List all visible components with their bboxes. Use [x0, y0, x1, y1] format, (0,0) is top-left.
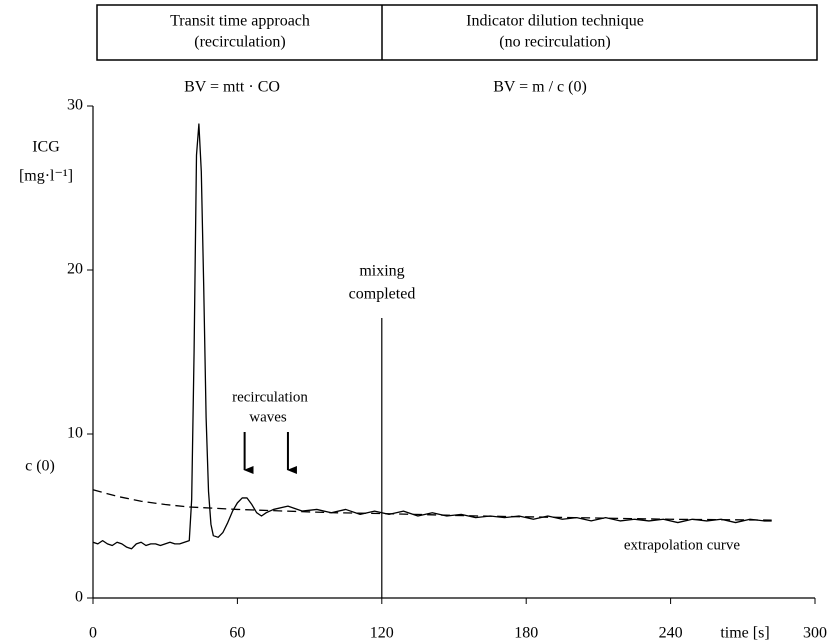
- header-text: (no recirculation): [499, 34, 611, 51]
- y-tick-label: 10: [67, 425, 83, 442]
- annotation: mixing: [359, 263, 404, 280]
- x-axis-label: time [s]: [720, 625, 769, 641]
- y-tick-label: 30: [67, 97, 83, 114]
- header-text: Transit time approach: [170, 13, 310, 30]
- annotation: completed: [349, 286, 416, 303]
- x-tick-label: 60: [229, 625, 245, 641]
- x-tick-label: 180: [514, 625, 538, 641]
- annotation: waves: [249, 409, 287, 425]
- annotation: recirculation: [232, 389, 308, 405]
- formula: BV = m / c (0): [493, 79, 587, 96]
- annotation: extrapolation curve: [624, 537, 741, 553]
- x-tick-label: 120: [370, 625, 394, 641]
- y-tick-label: 20: [67, 261, 83, 278]
- series-line: [92, 123, 772, 550]
- y-axis-label: [mg·l⁻¹]: [19, 168, 73, 185]
- c0-label: c (0): [25, 458, 55, 475]
- y-tick-label: 0: [75, 589, 83, 606]
- header-text: (recirculation): [194, 34, 286, 51]
- series-line: [92, 489, 772, 521]
- formula: BV = mtt · CO: [184, 79, 280, 96]
- x-tick-label: 0: [89, 625, 97, 641]
- header-box: [96, 4, 818, 61]
- x-tick-label: 300: [803, 625, 827, 641]
- y-axis-label: ICG: [32, 139, 60, 156]
- x-tick-label: 240: [659, 625, 683, 641]
- header-text: Indicator dilution technique: [466, 13, 644, 30]
